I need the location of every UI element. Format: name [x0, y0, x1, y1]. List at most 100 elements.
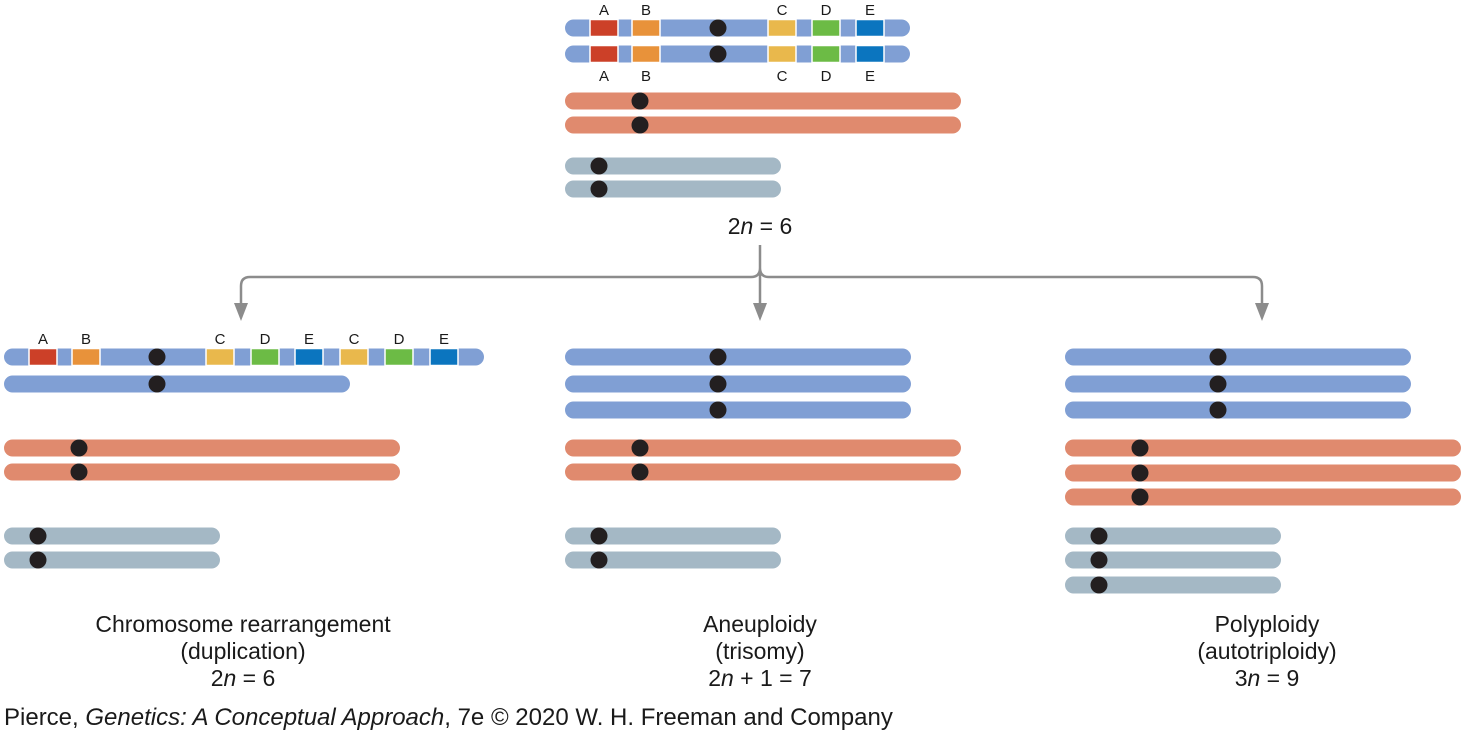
- centromere: [590, 157, 608, 175]
- gene-label: B: [641, 68, 651, 85]
- long-chromosome: [1065, 401, 1411, 419]
- caption-title: Chromosome rearrangement: [95, 611, 391, 637]
- long-chromosome: [565, 401, 911, 419]
- short-chromosome: [1065, 576, 1281, 594]
- chromosome-body: [565, 551, 781, 569]
- centromere: [631, 116, 649, 134]
- centromere: [1090, 576, 1108, 594]
- branch-arrows: [239, 245, 1264, 310]
- centromere: [1209, 401, 1227, 419]
- chromosome-body: [565, 180, 781, 198]
- arrow-head-icon: [234, 303, 248, 321]
- centromere: [1209, 375, 1227, 393]
- gene-label: C: [215, 331, 226, 348]
- centromere: [1131, 488, 1149, 506]
- medium-chromosome: [1065, 464, 1461, 482]
- short-chromosome: [1065, 551, 1281, 569]
- gene-label: D: [394, 331, 405, 348]
- medium-chromosome: [565, 92, 961, 110]
- chromosome-body: [565, 116, 961, 134]
- centromere: [590, 527, 608, 545]
- caption-ploidy: 2n + 1 = 7: [708, 665, 812, 691]
- chromosome-body: [1065, 488, 1461, 506]
- short-chromosome: [565, 551, 781, 569]
- centromere: [631, 439, 649, 457]
- gene-label: A: [38, 331, 48, 348]
- chromosome-body: [1065, 375, 1411, 393]
- caption-subtitle: (trisomy): [715, 638, 805, 664]
- gene-band-e: [294, 347, 324, 367]
- credit-line: Pierce, Genetics: A Conceptual Approach,…: [4, 704, 893, 731]
- centromere: [590, 180, 608, 198]
- medium-chromosome: [565, 116, 961, 134]
- gene-band-e: [855, 44, 885, 64]
- caption-subtitle: (autotriploidy): [1197, 638, 1337, 664]
- gene-label: E: [865, 2, 875, 19]
- chromosome-body: [4, 375, 350, 393]
- gene-band-c: [339, 347, 369, 367]
- chromosome-body: [4, 439, 400, 457]
- chromosome-body: [1065, 551, 1281, 569]
- gene-band-b: [631, 18, 661, 38]
- gene-band-e: [855, 18, 885, 38]
- caption-ploidy: 3n = 9: [1234, 665, 1300, 691]
- gene-band-d: [250, 347, 280, 367]
- centromere: [709, 348, 727, 366]
- gene-band-a: [589, 18, 619, 38]
- centromere: [29, 527, 47, 545]
- short-chromosome: [565, 527, 781, 545]
- chromosome-body: [565, 348, 911, 366]
- long-chromosome: [565, 375, 911, 393]
- chromosome-body: [4, 463, 400, 481]
- centromere: [631, 92, 649, 110]
- centromere: [148, 375, 166, 393]
- gene-label: D: [821, 68, 832, 85]
- chromosome-body: [565, 375, 911, 393]
- gene-label: A: [599, 68, 609, 85]
- rearrangement-caption: Chromosome rearrangement (duplication) 2…: [33, 611, 453, 692]
- caption-title: Polyploidy: [1214, 611, 1320, 637]
- centromere: [709, 375, 727, 393]
- chromosome-body: [1065, 439, 1461, 457]
- gene-band-b: [71, 347, 101, 367]
- centromere: [70, 439, 88, 457]
- chromosome-body: [1065, 576, 1281, 594]
- gene-band-d: [384, 347, 414, 367]
- gene-band-a: [28, 347, 58, 367]
- gene-label: D: [821, 2, 832, 19]
- arrow-head-icon: [1255, 303, 1269, 321]
- gene-label: E: [439, 331, 449, 348]
- medium-chromosome: [4, 463, 400, 481]
- chromosome-body: [565, 463, 961, 481]
- centromere: [709, 19, 727, 37]
- caption-title: Aneuploidy: [703, 611, 817, 637]
- chromosome-body: [1065, 527, 1281, 545]
- chromosome-body: [1065, 401, 1411, 419]
- medium-chromosome: [4, 439, 400, 457]
- centromere: [631, 463, 649, 481]
- centromere: [590, 551, 608, 569]
- long-chromosome: [1065, 348, 1411, 366]
- chromosome-body: [565, 157, 781, 175]
- short-chromosome: [4, 551, 220, 569]
- short-chromosome: [565, 157, 781, 175]
- chromosome-body: [565, 439, 961, 457]
- gene-label: D: [260, 331, 271, 348]
- chromosome-body: [565, 527, 781, 545]
- chromosome-body: [4, 527, 220, 545]
- polyploidy-caption: Polyploidy (autotriploidy) 3n = 9: [1057, 611, 1464, 692]
- centromere: [709, 45, 727, 63]
- gene-label: C: [777, 2, 788, 19]
- gene-band-c: [205, 347, 235, 367]
- gene-band-d: [811, 18, 841, 38]
- centromere: [29, 551, 47, 569]
- chromosome-body: [4, 551, 220, 569]
- chromosome-body: [565, 92, 961, 110]
- medium-chromosome: [565, 439, 961, 457]
- gene-band-a: [589, 44, 619, 64]
- long-chromosome: [1065, 375, 1411, 393]
- short-chromosome: [565, 180, 781, 198]
- gene-label: E: [865, 68, 875, 85]
- short-chromosome: [1065, 527, 1281, 545]
